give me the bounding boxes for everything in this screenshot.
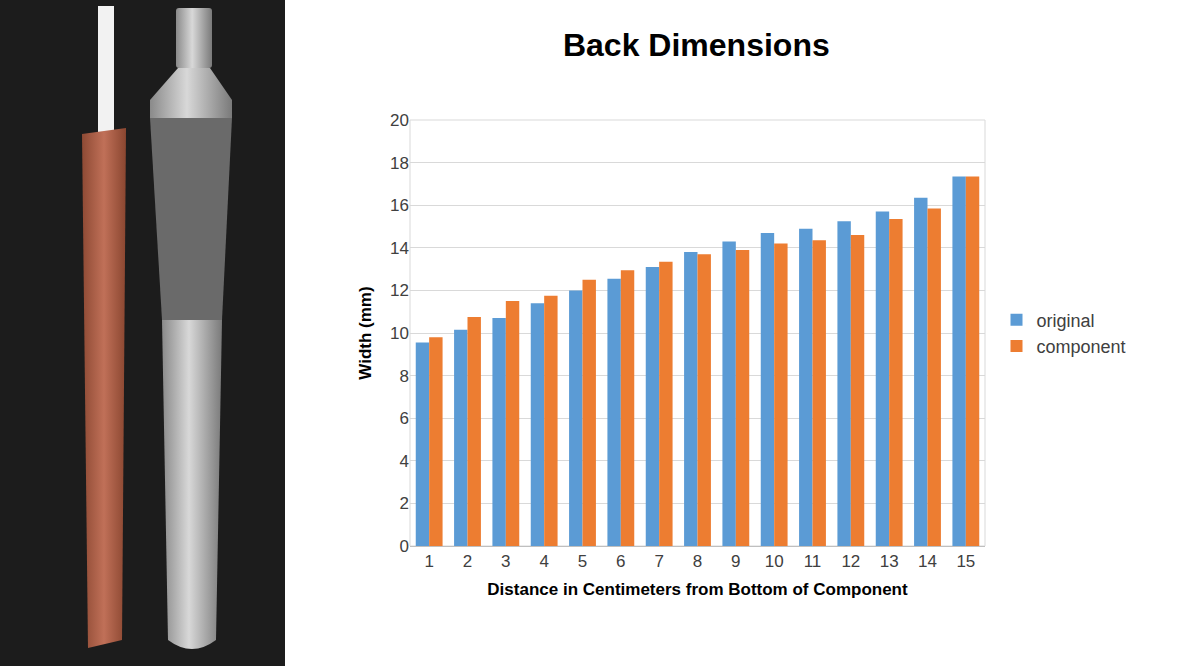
svg-text:Distance in Centimeters from B: Distance in Centimeters from Bottom of C… (487, 580, 908, 599)
svg-text:original: original (1037, 311, 1095, 331)
svg-text:0: 0 (400, 537, 409, 556)
svg-text:component: component (1037, 337, 1126, 357)
svg-text:4: 4 (539, 552, 548, 571)
svg-text:Back Dimensions: Back Dimensions (563, 27, 830, 63)
svg-text:14: 14 (390, 239, 409, 258)
svg-text:6: 6 (616, 552, 625, 571)
svg-text:18: 18 (390, 154, 409, 173)
svg-text:4: 4 (400, 452, 409, 471)
svg-text:10: 10 (390, 324, 409, 343)
svg-text:20: 20 (390, 111, 409, 130)
svg-text:8: 8 (693, 552, 702, 571)
svg-text:15: 15 (956, 552, 975, 571)
svg-text:2: 2 (463, 552, 472, 571)
svg-text:1: 1 (424, 552, 433, 571)
svg-text:Width (mm): Width (mm) (356, 286, 375, 379)
svg-text:6: 6 (400, 409, 409, 428)
svg-text:3: 3 (501, 552, 510, 571)
svg-text:9: 9 (731, 552, 740, 571)
svg-text:8: 8 (400, 367, 409, 386)
svg-text:13: 13 (880, 552, 899, 571)
svg-text:5: 5 (578, 552, 587, 571)
svg-text:14: 14 (918, 552, 937, 571)
svg-text:11: 11 (804, 552, 822, 571)
svg-text:7: 7 (654, 552, 663, 571)
svg-text:10: 10 (765, 552, 784, 571)
svg-text:2: 2 (400, 494, 409, 513)
svg-text:16: 16 (390, 196, 409, 215)
svg-text:12: 12 (841, 552, 860, 571)
svg-text:12: 12 (390, 281, 409, 300)
